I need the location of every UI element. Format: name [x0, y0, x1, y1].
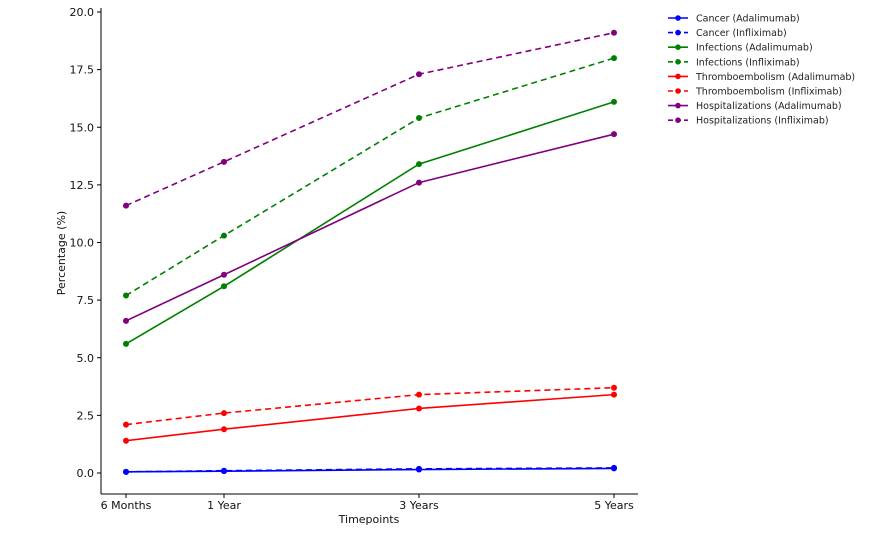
x-tick-label: 3 Years — [399, 499, 439, 512]
series-line — [125, 386, 615, 426]
data-point — [123, 468, 129, 475]
data-point — [611, 464, 617, 471]
data-point — [123, 437, 129, 444]
data-point — [611, 391, 617, 398]
data-point — [416, 71, 422, 78]
data-point — [416, 405, 422, 412]
data-point — [611, 131, 617, 138]
legend-marker — [675, 73, 681, 80]
data-point — [221, 410, 227, 417]
legend-label: Thromboembolism (Infliximab) — [695, 87, 842, 98]
legend-item: Thromboembolism (Infliximab) — [668, 87, 842, 98]
data-point — [221, 271, 227, 278]
series-line — [125, 133, 615, 322]
data-point — [123, 317, 129, 324]
x-axis-label: Timepoints — [338, 513, 400, 526]
data-point — [123, 340, 129, 347]
legend-marker — [675, 44, 681, 50]
legend-item: Cancer (Infliximab) — [668, 28, 787, 39]
data-point — [416, 391, 422, 398]
data-point — [221, 158, 227, 165]
axes — [100, 8, 638, 495]
legend-marker — [675, 117, 681, 123]
series-line — [125, 31, 615, 207]
y-tick-label: 20.0 — [70, 6, 95, 19]
series-layer — [123, 29, 617, 475]
y-axis-label: Percentage (%) — [55, 211, 68, 295]
legend-item: Cancer (Adalimumab) — [668, 14, 800, 25]
series-thromboembolism-infliximab — [123, 384, 617, 428]
y-tick-label: 15.0 — [70, 121, 95, 134]
y-tick-label: 10.0 — [70, 237, 95, 250]
data-point — [611, 384, 617, 391]
legend-marker — [675, 15, 681, 21]
data-point — [221, 467, 227, 474]
y-tick-label: 2.5 — [77, 409, 95, 422]
legend-label: Cancer (Infliximab) — [696, 28, 787, 39]
series-line — [125, 57, 615, 297]
legend-marker — [675, 59, 681, 65]
y-tick-label: 5.0 — [77, 352, 95, 365]
legend-item: Hospitalizations (Adalimumab) — [668, 101, 842, 112]
series-cancer-infliximab — [123, 464, 617, 475]
data-point — [611, 55, 617, 62]
series-line — [125, 393, 615, 442]
series-hospitalizations-adalimumab — [123, 131, 617, 324]
data-point — [123, 421, 129, 428]
data-point — [221, 283, 227, 290]
data-point — [221, 232, 227, 239]
y-tick-label: 17.5 — [70, 64, 95, 77]
x-tick-label: 5 Years — [594, 499, 634, 512]
legend-label: Infections (Adalimumab) — [696, 43, 813, 54]
legend-marker — [675, 102, 681, 109]
legend-label: Cancer (Adalimumab) — [696, 14, 800, 25]
data-point — [416, 115, 422, 122]
y-ticks: 0.0 2.5 5.0 7.5 10.0 12.5 15.0 17.5 20.0 — [70, 6, 101, 480]
y-tick-label: 0.0 — [77, 467, 95, 480]
data-point — [123, 202, 129, 209]
series-cancer-adalimumab — [123, 465, 617, 475]
series-line — [125, 101, 615, 345]
legend-marker — [675, 29, 681, 36]
series-thromboembolism-adalimumab — [123, 391, 617, 444]
legend-label: Hospitalizations (Infliximab) — [696, 116, 829, 127]
data-point — [416, 161, 422, 168]
legend-label: Hospitalizations (Adalimumab) — [696, 101, 842, 112]
legend-label: Infections (Infliximab) — [696, 57, 800, 68]
data-point — [416, 465, 422, 472]
legend-item: Thromboembolism (Adalimumab) — [668, 72, 855, 83]
series-line — [125, 467, 615, 473]
legend-marker — [675, 88, 681, 94]
legend: Cancer (Adalimumab) Cancer (Infliximab) In… — [668, 14, 855, 127]
series-infections-infliximab — [123, 55, 617, 299]
legend-item: Hospitalizations (Infliximab) — [668, 116, 829, 127]
data-point — [416, 179, 422, 186]
series-hospitalizations-infliximab — [123, 29, 617, 209]
y-tick-label: 7.5 — [77, 294, 95, 307]
series-infections-adalimumab — [123, 98, 617, 347]
legend-item: Infections (Adalimumab) — [668, 43, 813, 54]
data-point — [123, 292, 129, 299]
data-point — [221, 426, 227, 433]
legend-item: Infections (Infliximab) — [668, 57, 800, 68]
x-tick-label: 6 Months — [101, 499, 152, 512]
x-tick-label: 1 Year — [207, 499, 241, 512]
y-tick-label: 12.5 — [70, 179, 95, 192]
legend-label: Thromboembolism (Adalimumab) — [695, 72, 855, 83]
data-point — [611, 98, 617, 105]
x-ticks: 6 Months 1 Year 3 Years 5 Years — [101, 494, 634, 512]
data-point — [611, 29, 617, 36]
